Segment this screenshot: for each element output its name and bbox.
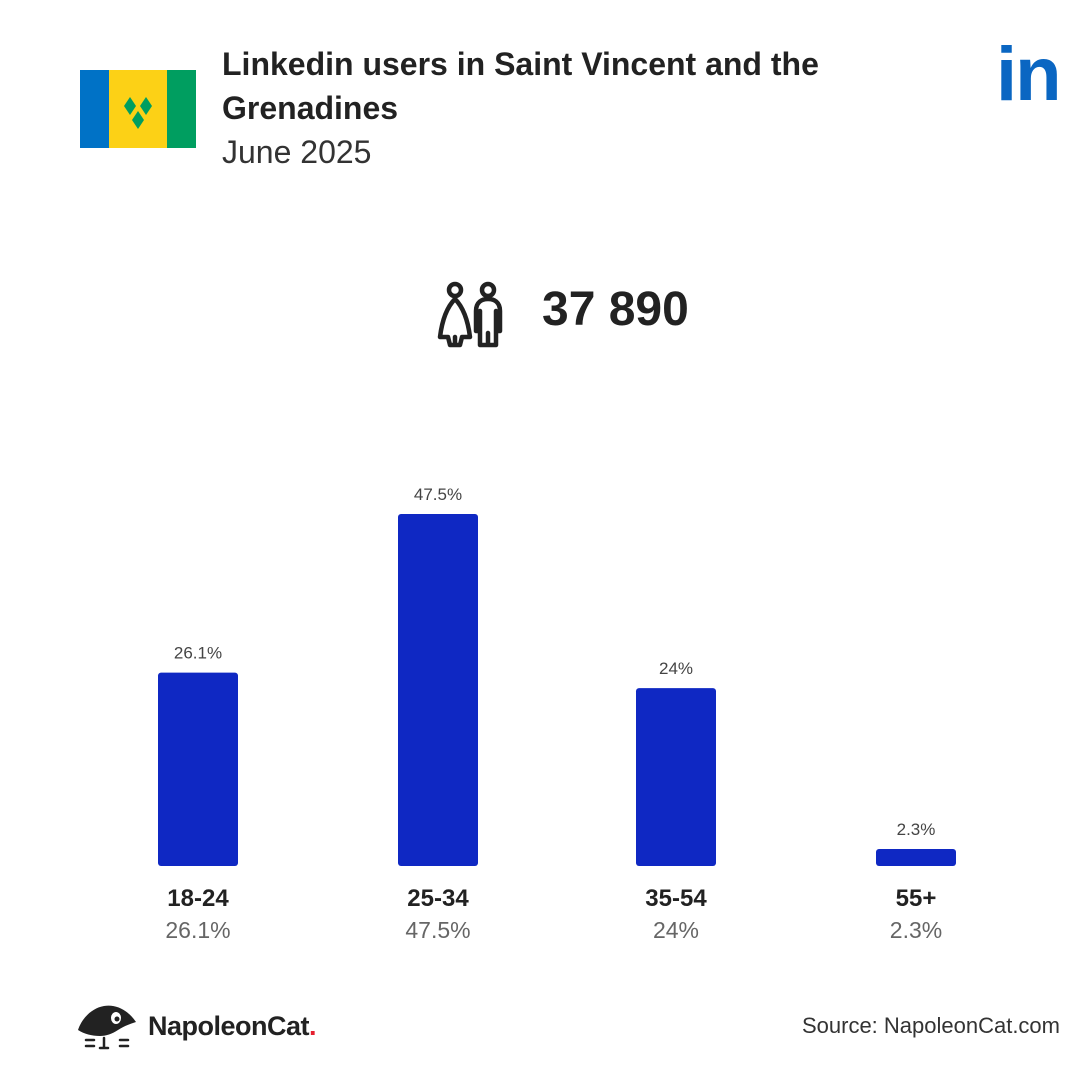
bar-value-label: 26.1%: [174, 644, 222, 663]
bar-35-54: [636, 688, 716, 866]
category-percent-label: 2.3%: [890, 917, 942, 943]
page-subtitle: June 2025: [222, 134, 372, 170]
total-users: 37 890: [542, 283, 689, 336]
brand-dot: .: [309, 1011, 317, 1041]
page-title: Linkedin users in Saint Vincent and the …: [222, 46, 819, 126]
category-label: 55+: [896, 885, 937, 912]
bar-value-label: 47.5%: [414, 485, 462, 504]
category-percent-label: 24%: [653, 917, 699, 943]
bar-55+: [876, 848, 956, 866]
category-label: 18-24: [167, 885, 229, 912]
bar-25-34: [398, 514, 478, 866]
bar-18-24: [158, 672, 238, 866]
category-percent-label: 26.1%: [165, 917, 230, 943]
napoleoncat-logo-icon: [78, 1005, 136, 1050]
category-label: 25-34: [407, 885, 469, 912]
linkedin-logo-text: in: [996, 32, 1062, 117]
source-text: Source: NapoleonCat.com: [801, 1013, 1060, 1038]
users-icon: [437, 281, 503, 348]
brand-name: NapoleonCat.: [148, 1008, 317, 1044]
category-percent-label: 47.5%: [405, 917, 470, 943]
linkedin-logo-icon: in: [996, 37, 1062, 113]
brand-name-text: NapoleonCat: [148, 1011, 310, 1041]
age-bar-chart: 26.1% 18-24 26.1% 47.5% 25-34 47.5% 24% 35-54 24…: [158, 485, 956, 943]
bar-value-label: 2.3%: [897, 820, 936, 839]
category-label: 35-54: [645, 885, 707, 912]
bar-value-label: 24%: [659, 659, 693, 678]
saint-vincent-flag-icon: [80, 70, 196, 148]
